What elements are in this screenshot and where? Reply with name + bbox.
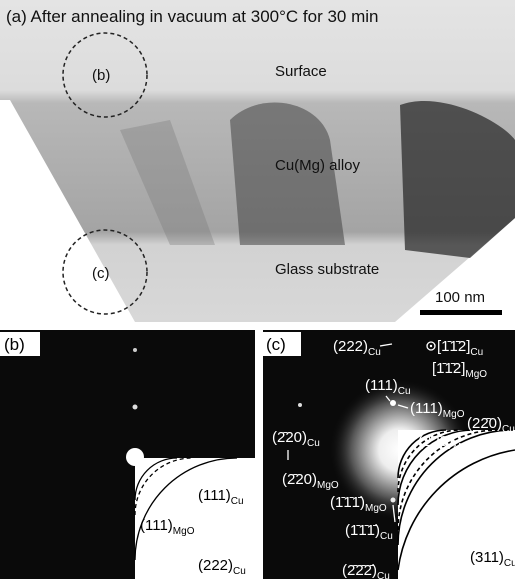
region-label: Glass substrate <box>275 261 379 278</box>
label-text: Cu <box>380 531 393 542</box>
label-text: (111) <box>140 517 173 534</box>
panel-label: (b) <box>4 335 25 354</box>
label-text: MgO <box>317 480 339 491</box>
label-text: Cu <box>307 438 320 449</box>
circle-label: (b) <box>92 67 110 84</box>
figure: (a) After annealing in vacuum at 300°C f… <box>0 0 515 579</box>
scale-bar <box>420 310 502 315</box>
label-text: Cu <box>398 386 411 397</box>
label-text: (1̄1̄1̄) <box>330 494 365 511</box>
label-text: (22̄0) <box>467 415 502 432</box>
spot <box>298 403 302 407</box>
label-text: (111) <box>410 400 443 417</box>
spot <box>133 348 137 352</box>
label-text: [1̄1̄2] <box>432 360 465 377</box>
circle-label: (c) <box>92 265 110 282</box>
spot <box>391 498 396 503</box>
label-text: (2̄20) <box>272 429 307 446</box>
label-text: MgO <box>365 503 387 514</box>
label-text: (22̄0) <box>418 433 453 450</box>
label-text: Cu <box>377 571 390 579</box>
panel-title: (a) After annealing in vacuum at 300°C f… <box>6 7 379 26</box>
spot <box>133 405 138 410</box>
zone-symbol <box>430 345 432 347</box>
label-text: Cu <box>233 566 246 577</box>
label-text: MgO <box>465 369 487 380</box>
label-text: Cu <box>368 347 381 358</box>
label-text: (111) <box>365 377 398 394</box>
panel-label: (c) <box>266 335 286 354</box>
label-text: Cu <box>470 347 483 358</box>
region-label: Surface <box>275 63 327 80</box>
label-text: (311) <box>470 549 504 566</box>
label-text: (2̄2̄2̄) <box>342 562 377 579</box>
label-text: (2̄20) <box>282 471 317 488</box>
panel-b: (b) (111)Cu (111)MgO (222)Cu <box>0 330 255 579</box>
label-text: Cu <box>231 496 244 507</box>
label-text: MgO <box>443 409 465 420</box>
scale-bar-label: 100 nm <box>435 289 485 306</box>
label-text: (222) <box>198 557 233 574</box>
panel-a: (a) After annealing in vacuum at 300°C f… <box>0 0 515 322</box>
label-text: MgO <box>173 526 195 537</box>
spot <box>390 400 396 406</box>
label-text: MgO <box>453 442 475 453</box>
label-text: Cu <box>504 558 515 569</box>
label-text: (222) <box>333 338 368 355</box>
label-text: [1̄1̄2] <box>437 338 470 355</box>
label-text: (111) <box>198 487 231 504</box>
label-text: Cu <box>502 424 515 435</box>
panel-c: (c) [1̄1̄2]Cu [1̄1̄2]MgO (222)Cu (111)Cu… <box>263 330 515 579</box>
label-text: (1̄1̄1̄) <box>345 522 380 539</box>
region-label: Cu(Mg) alloy <box>275 157 361 174</box>
